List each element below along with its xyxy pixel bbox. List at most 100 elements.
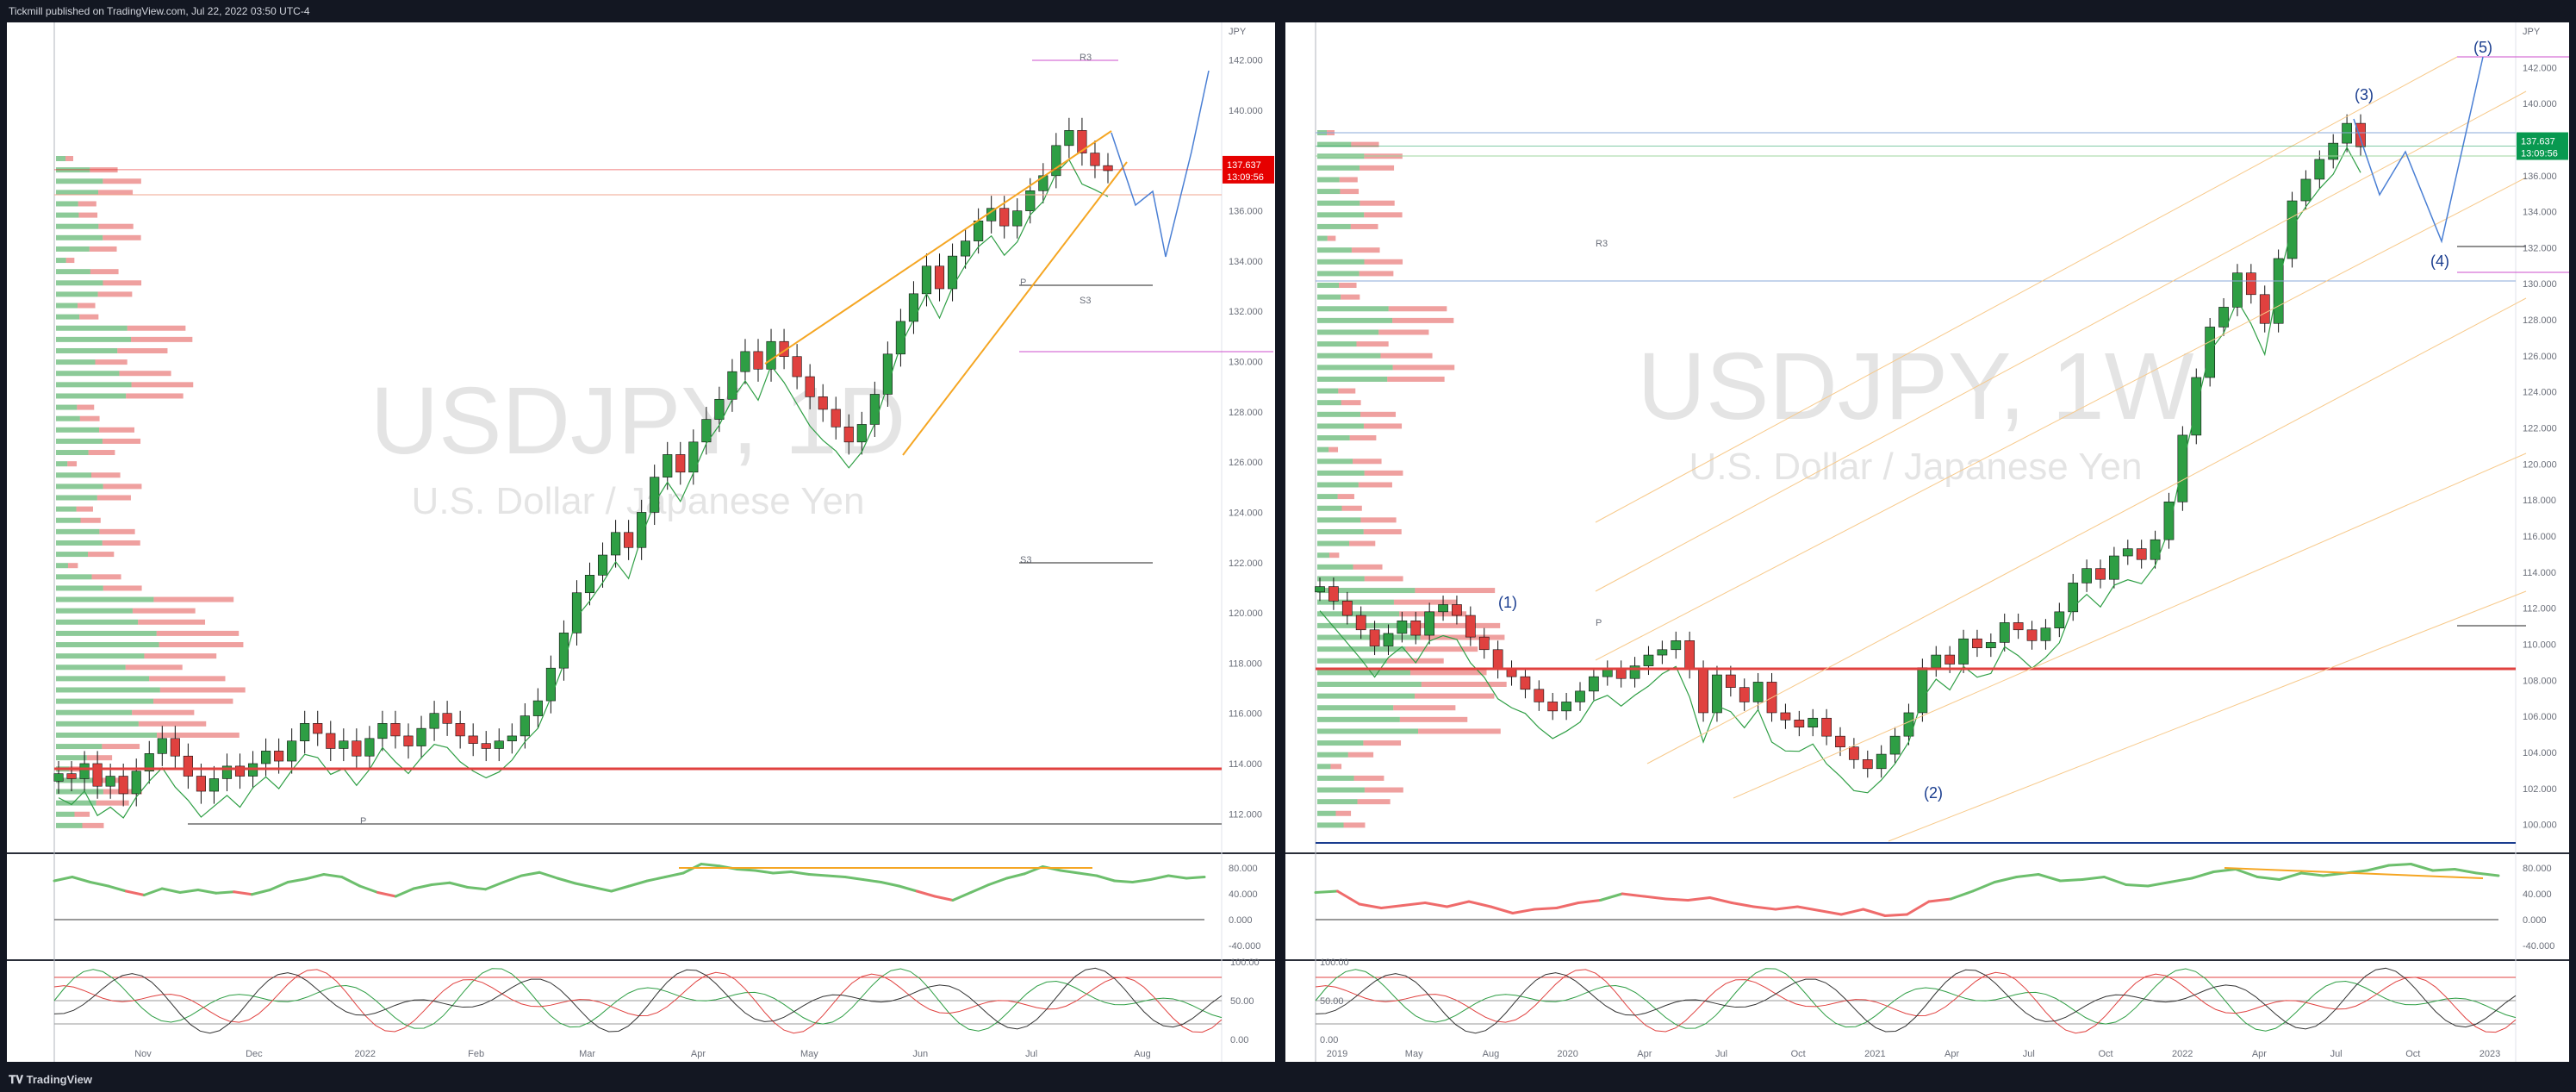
volume-profile-bar (56, 789, 103, 795)
candle-body (831, 409, 841, 427)
rsi-segment (1095, 874, 1117, 883)
rising-wedge-upper-line (764, 130, 1112, 365)
daily-chart-svg[interactable]: USDJPY, 1DU.S. Dollar / Japanese YenR3PS… (7, 22, 1275, 1062)
rsi-segment (1971, 881, 1996, 893)
candle-body (1999, 622, 2010, 643)
volume-profile-bar (1317, 329, 1379, 335)
volume-profile-bar (159, 687, 246, 693)
candle-body (663, 454, 673, 477)
volume-profile-bar (1317, 799, 1358, 805)
weekly-chart-svg[interactable]: USDJPY, 1W U.S. Dollar / Japanese Yen R3 P (… (1285, 22, 2569, 1062)
price-tick-label: 102.000 (2523, 784, 2557, 795)
candle-body (1520, 676, 1531, 690)
volume-profile-bar (56, 698, 153, 704)
volume-profile-bar (102, 744, 140, 750)
candle-body (416, 727, 426, 746)
volume-profile-bar (1317, 212, 1365, 218)
volume-profile-bar (1317, 622, 1418, 628)
rsi-tick-label: -40.000 (2523, 941, 2554, 952)
volume-profile-bar (1317, 822, 1344, 828)
candle-body (650, 477, 660, 513)
rsi-segment (2234, 868, 2259, 878)
chart-panel-weekly[interactable]: USDJPY, 1W U.S. Dollar / Japanese Yen R3 P (… (1285, 22, 2569, 1062)
volume-profile-bar (56, 732, 158, 738)
candle-body (856, 424, 867, 443)
stochastic-line (53, 967, 1223, 1034)
pivot-label: S3 (1020, 555, 1031, 565)
volume-profile-bar (1317, 646, 1406, 652)
volume-profile-bar (1364, 576, 1403, 582)
volume-profile-bar (82, 822, 104, 828)
elliott-wave-label: (2) (1924, 784, 1943, 802)
volume-profile-bar (97, 190, 134, 196)
volume-profile-bar (56, 540, 103, 546)
rsi-segment (1818, 909, 1843, 916)
candle-body (2259, 294, 2270, 324)
rsi-segment (1423, 902, 1449, 908)
volume-profile-bar (95, 359, 128, 365)
chart-panel-daily[interactable]: USDJPY, 1D U.S. Dollar / Japanese Yen R3 P S… (7, 22, 1275, 1062)
candle-body (429, 713, 439, 729)
channel-line (1646, 297, 2527, 764)
rsi-segment (2212, 868, 2237, 873)
volume-profile-bar (1386, 658, 1444, 664)
candle-body (2163, 501, 2175, 540)
time-tick-label: Jul (2330, 1049, 2343, 1059)
volume-profile-bar (97, 291, 133, 297)
time-tick-label: Oct (1791, 1049, 1806, 1059)
volume-profile-bar (1317, 505, 1342, 511)
volume-profile-bar (1347, 752, 1374, 758)
volume-profile-bar (56, 506, 77, 512)
volume-profile-bar (88, 450, 115, 456)
candle-body (2232, 272, 2243, 308)
price-tick-label: 118.000 (1229, 658, 1262, 669)
volume-profile-bar (127, 325, 186, 331)
volume-profile-bar (1353, 775, 1384, 781)
volume-profile-bar (56, 359, 96, 365)
candle-body (1589, 676, 1599, 692)
candle-body (403, 735, 414, 746)
price-tag-box (1223, 155, 1274, 184)
rsi-segment (1883, 913, 1908, 917)
volume-profile-bar (138, 721, 207, 727)
volume-profile-bar (56, 495, 97, 501)
time-tick-label: Aug (1483, 1049, 1500, 1059)
candle-body (208, 778, 220, 792)
volume-profile-bar (103, 234, 141, 240)
volume-profile-bar (56, 552, 89, 558)
candle-body (1465, 615, 1476, 638)
rsi-segment (1489, 905, 1515, 914)
publish-text: Tickmill published on TradingView.com, J… (9, 5, 310, 17)
candle-body (144, 753, 154, 772)
rsi-segment (897, 884, 918, 893)
rsi-divergence-line (2224, 867, 2484, 879)
volume-profile-bar (1343, 822, 1366, 828)
rsi-tick-label: 80.000 (1229, 864, 1258, 874)
stochastic-tick-label: 100.00 (1230, 958, 1260, 968)
volume-profile-bar (1380, 353, 1433, 359)
rsi-segment (789, 870, 811, 876)
candle-body (637, 512, 647, 548)
volume-profile-bar (1317, 588, 1416, 594)
volume-profile-bar (1317, 658, 1387, 664)
volume-profile-bar (1317, 411, 1361, 417)
candle-body (2273, 258, 2284, 324)
candle-body (1780, 712, 1791, 721)
rsi-segment (2278, 871, 2303, 881)
price-tick-label: 132.000 (1229, 307, 1263, 317)
volume-profile-bar (56, 472, 92, 478)
rsi-tick-label: 40.000 (2523, 889, 2552, 900)
volume-profile-bar (1388, 306, 1447, 312)
volume-profile-bar (1317, 728, 1419, 734)
volume-profile-bar (1359, 271, 1394, 277)
candle-body (507, 735, 517, 742)
rsi-segment (736, 868, 757, 872)
watermark-symbol: USDJPY, 1W (1638, 334, 2194, 440)
rsi-segment (1379, 904, 1405, 909)
candle-body (1903, 712, 1914, 737)
candle-body (895, 321, 905, 355)
time-tick-label: Apr (1944, 1049, 1959, 1059)
volume-profile-bar (1414, 693, 1495, 699)
time-tick-label: Oct (2098, 1049, 2112, 1059)
volume-profile-bar (1353, 459, 1382, 465)
